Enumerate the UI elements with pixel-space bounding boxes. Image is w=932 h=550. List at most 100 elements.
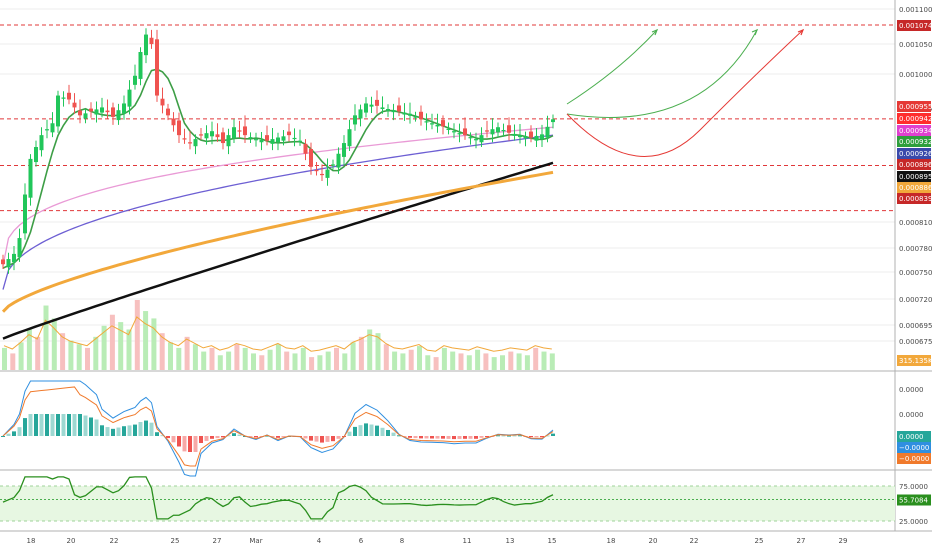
macd-histogram-bar [314,436,319,442]
price-tag-box [897,182,931,193]
macd-histogram-bar [534,436,539,438]
macd-histogram-bar [386,429,390,436]
candle-body [237,130,242,132]
macd-histogram-bar [226,435,231,437]
candle-body [111,107,115,117]
price-tag-box [897,148,931,159]
volume-bar [26,329,32,370]
price-tag-box [897,159,931,170]
macd-histogram-bar [248,436,253,437]
macd-histogram-bar [138,422,143,436]
candle-body [210,131,214,137]
volume-bar [109,314,115,370]
macd-histogram-bar [485,436,489,437]
candle-body [122,103,126,114]
volume-bar [93,336,99,370]
volume-bar [251,353,256,370]
candle-body [243,126,247,136]
rsi-tag-label: 55.7084 [899,497,928,505]
macd-histogram-bar [529,436,533,438]
volume-bar [425,355,431,370]
volume-bar [508,351,514,370]
volume-bar [541,351,547,370]
macd-histogram-bar [408,436,412,438]
candle-body [287,131,291,136]
candle-body [6,259,11,268]
time-axis[interactable]: 18 20 22 25 27 Mar 4 6 8 11 13 15 18 20 22 25 27 29 [27,537,848,545]
forecast-up-arrow-1 [566,29,658,105]
macd-histogram-bar [501,435,506,437]
candle-body [28,158,33,198]
candle-body [127,89,132,107]
price-tag-label: 0.0008863 [899,184,932,192]
macd-histogram-bar [166,436,170,439]
time-axis-label: 18 [27,537,36,545]
time-axis-label: 27 [213,537,222,545]
candle-body [358,109,363,119]
macd-pane [1,380,555,477]
macd-axis-label: 0.0000 [899,411,924,419]
ma-black-line [2,161,554,340]
macd-histogram-bar [518,435,522,437]
time-axis-label: 27 [797,537,806,545]
volume-bar [533,347,539,370]
macd-histogram-bar [210,436,214,439]
price-tag-label: 0.0009346 [899,127,932,135]
macd-histogram-bar [380,427,385,436]
rsi-pane [0,476,895,522]
candle-body [452,131,456,133]
volume-bar [234,344,240,370]
volume-bar [43,305,49,370]
candle-body [160,98,165,106]
candle-body [254,139,258,141]
macd-histogram-bar [468,436,473,439]
macd-signal-line [2,386,554,467]
price-tag-box [897,171,931,182]
candle-body [67,92,71,100]
forecast-arrowhead [797,28,805,36]
candle-body [529,131,533,138]
volume-bar [76,344,82,370]
volume-bar [284,351,290,370]
volume-bar [441,347,447,370]
macd-histogram-bar [270,436,275,437]
macd-histogram-bar [375,425,379,436]
candle-body [61,97,66,99]
time-axis-label: 15 [548,537,557,545]
macd-histogram-bar [182,436,187,452]
price-tag-label: 0.0008967 [899,161,932,169]
macd-histogram-bar [232,433,236,436]
volume-bar [358,336,364,370]
volume-bar [408,349,414,370]
price-tag-box [897,125,931,136]
candle-body [413,116,418,118]
macd-histogram-bar [364,423,368,436]
macd-tag-label: −0.0000 [899,455,929,463]
candle-body [507,125,511,133]
volume-bar [383,344,389,370]
volume-tag-box [897,355,931,366]
macd-histogram-bar [276,436,280,438]
macd-histogram-bar [67,414,71,436]
rsi-axis-label: 75.0000 [899,483,928,491]
macd-histogram-bar [237,434,242,436]
candle-body [408,113,412,116]
candle-body [391,110,396,113]
time-axis-label: Mar [249,537,262,545]
price-tag-box [897,113,931,124]
candle-body [441,120,445,127]
candle-body [248,137,253,139]
macd-histogram-bar [507,435,511,437]
candle-body [265,135,269,141]
volume-bar [259,355,265,370]
price-axis[interactable]: 0.00110000.00105000.00100000.00095500.00… [899,6,932,526]
candle-body [39,135,44,151]
macd-tag-label: 0.0000 [899,433,924,441]
macd-histogram-bar [463,436,467,439]
candle-body [23,194,27,234]
